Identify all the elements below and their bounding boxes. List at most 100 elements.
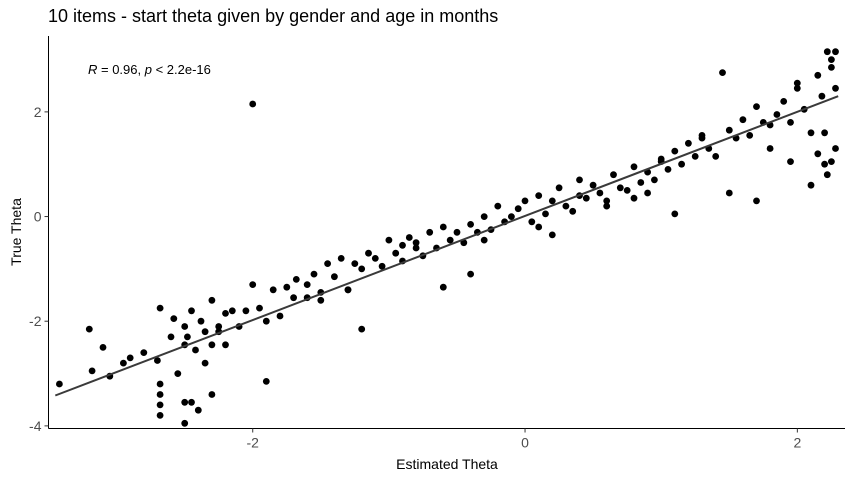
data-point: [446, 236, 454, 244]
data-point: [188, 307, 195, 315]
data-point: [637, 179, 645, 186]
data-point: [712, 153, 720, 160]
data-point: [412, 244, 420, 252]
data-point: [678, 160, 685, 168]
data-point: [156, 401, 164, 409]
x-axis-title: Estimated Theta: [396, 456, 498, 472]
data-point: [181, 419, 189, 427]
annotation-r-symbol: R: [88, 62, 97, 77]
annotation-r-value: = 0.96,: [97, 62, 144, 77]
x-tick-label: -2: [247, 435, 260, 451]
data-point: [832, 48, 839, 56]
data-point: [208, 296, 216, 304]
data-point: [828, 158, 835, 166]
data-point: [378, 262, 386, 270]
data-point: [787, 119, 794, 126]
data-point: [480, 236, 488, 244]
data-point: [766, 145, 774, 152]
data-point: [521, 197, 529, 205]
data-point: [623, 187, 631, 194]
data-point: [664, 166, 672, 173]
data-point: [426, 228, 434, 236]
data-point: [249, 281, 257, 288]
y-axis-title: True Theta: [8, 198, 24, 266]
data-point: [324, 260, 331, 267]
annotation-p-symbol: p: [144, 62, 152, 77]
data-point: [156, 304, 164, 312]
y-tick-label: -2: [29, 313, 42, 329]
data-point: [156, 380, 164, 388]
correlation-annotation: R = 0.96, p < 2.2e-16: [88, 62, 211, 77]
data-point: [269, 286, 277, 294]
y-tick-label: 0: [34, 209, 42, 225]
data-point: [542, 210, 549, 218]
data-point: [494, 202, 502, 210]
x-tick-label: 2: [793, 435, 801, 451]
data-point: [215, 323, 223, 330]
data-point: [197, 317, 205, 325]
data-point: [262, 317, 270, 325]
data-point: [753, 103, 760, 110]
data-point: [337, 255, 345, 262]
data-point: [603, 197, 611, 205]
data-point: [242, 307, 250, 315]
data-point: [392, 249, 400, 257]
data-point: [156, 412, 164, 419]
data-point: [88, 367, 96, 375]
data-point: [358, 325, 366, 333]
data-point: [283, 283, 291, 291]
data-point: [228, 307, 236, 315]
data-point: [276, 312, 284, 320]
data-point: [548, 197, 556, 205]
data-point: [292, 276, 300, 283]
data-point: [603, 202, 611, 210]
data-point: [823, 171, 831, 179]
data-point: [773, 111, 781, 118]
data-point: [725, 126, 733, 134]
data-point: [208, 391, 216, 398]
data-point: [814, 150, 822, 158]
data-point: [644, 189, 651, 197]
data-points-layer: [56, 48, 839, 427]
chart-title: 10 items - start theta given by gender a…: [48, 6, 499, 26]
regression-line: [54, 95, 839, 397]
data-point: [535, 223, 543, 231]
data-point: [514, 205, 522, 213]
data-point: [331, 273, 338, 281]
data-point: [548, 231, 556, 239]
data-point: [439, 223, 447, 231]
data-point: [630, 194, 638, 202]
data-point: [188, 398, 195, 406]
data-point: [832, 145, 839, 152]
data-point: [344, 286, 352, 294]
data-point: [823, 48, 831, 56]
data-point: [310, 270, 318, 278]
data-point: [719, 69, 726, 76]
data-point: [807, 181, 815, 189]
data-point: [562, 202, 570, 210]
data-point: [528, 218, 536, 226]
data-point: [371, 255, 379, 262]
data-point: [671, 210, 679, 218]
data-point: [174, 370, 182, 377]
data-point: [535, 192, 543, 200]
data-point: [201, 359, 209, 367]
data-point: [589, 181, 597, 189]
data-point: [807, 129, 815, 137]
data-point: [208, 341, 216, 349]
data-point: [576, 176, 583, 184]
data-point: [170, 315, 178, 322]
data-point: [691, 153, 699, 160]
axis-ticks-layer: -2 0 2 -4 -2 0 2: [29, 104, 801, 451]
data-point: [120, 359, 127, 367]
y-tick-label: 2: [34, 104, 42, 120]
y-tick-label: -4: [29, 418, 42, 434]
data-point: [303, 281, 311, 288]
data-point: [671, 147, 679, 155]
data-point: [167, 333, 175, 341]
data-point: [154, 357, 161, 364]
data-point: [467, 270, 474, 278]
data-point: [290, 294, 297, 302]
data-point: [385, 236, 393, 244]
x-tick-label: 0: [521, 435, 529, 451]
